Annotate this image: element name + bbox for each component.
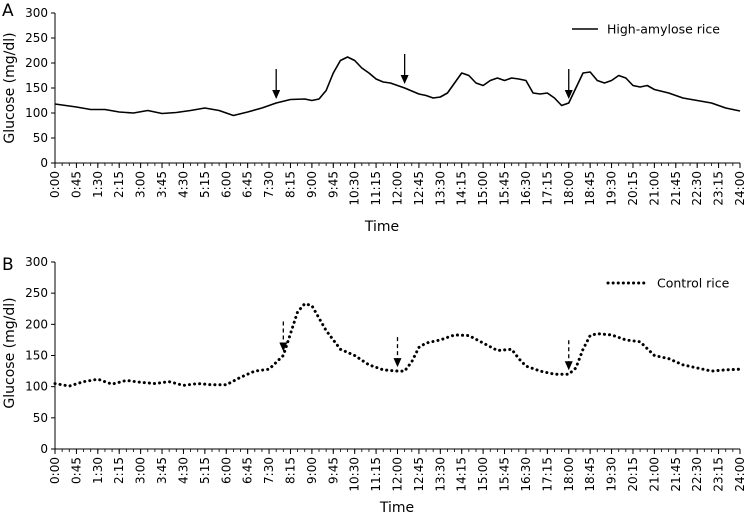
x-tick-label: 21:00 [647,457,661,492]
x-tick-label: 2:15 [112,171,126,198]
x-tick-label: 0:00 [48,457,62,484]
x-tick-label: 3:00 [134,457,148,484]
x-tick-label: 15:45 [498,171,512,206]
x-tick-label: 0:00 [48,171,62,198]
y-tick-label: 200 [25,317,48,331]
legend-label: Control rice [657,276,730,291]
x-tick-label: 14:15 [455,171,469,206]
x-tick-label: 6:45 [241,171,255,198]
x-tick-label: 13:30 [433,457,447,492]
x-tick-label: 0:45 [69,457,83,484]
panel-letter: A [2,1,14,21]
x-tick-label: 21:45 [669,457,683,492]
meal-arrow-head [400,75,409,84]
x-tick-label: 0:45 [69,171,83,198]
meal-arrow-head [272,90,281,99]
x-tick-label: 19:30 [605,457,619,492]
x-tick-label: 7:30 [262,171,276,198]
x-tick-label: 9:00 [305,457,319,484]
y-tick-label: 300 [25,255,48,269]
x-tick-label: 3:45 [155,457,169,484]
meal-arrow-head [279,342,288,352]
y-tick-label: 250 [25,286,48,300]
x-tick-label: 24:00 [733,171,745,206]
x-tick-label: 6:00 [219,171,233,198]
x-tick-label: 23:15 [712,171,726,206]
panel-b: B Glucose (mg/dl) Time 0 50 100 150 200 250 30… [2,255,745,515]
x-tick-label: 16:30 [519,457,533,492]
meal-arrow-head [564,361,573,371]
y-tick-label: 250 [25,31,48,45]
x-tick-label: 12:45 [412,457,426,492]
x-tick-label: 7:30 [262,457,276,484]
y-tick-label: 150 [25,81,48,95]
x-tick-label: 6:45 [241,457,255,484]
x-tick-label: 13:30 [433,171,447,206]
x-tick-label: 1:30 [91,457,105,484]
x-tick-label: 1:30 [91,171,105,198]
y-tick-label: 0 [40,156,48,170]
y-axis-title: Glucose (mg/dl) [2,32,18,143]
x-tick-label: 18:45 [583,171,597,206]
x-tick-label: 16:30 [519,171,533,206]
panel-a: A Glucose (mg/dl) Time 0 50 100 150 200 250 30… [2,1,745,235]
x-tick-label: 17:15 [540,457,554,492]
x-tick-label: 20:15 [626,171,640,206]
x-tick-label: 3:45 [155,171,169,198]
panel-letter: B [2,255,14,275]
series-line [53,302,742,388]
y-tick-label: 150 [25,349,48,363]
meal-arrow-head [564,90,573,99]
x-tick-label: 4:30 [176,171,190,198]
y-tick-label: 200 [25,56,48,70]
x-tick-label: 5:15 [198,457,212,484]
x-tick-label: 2:15 [112,457,126,484]
x-tick-label: 21:45 [669,171,683,206]
series-line [54,56,741,117]
x-tick-label: 18:00 [562,457,576,492]
x-tick-label: 19:30 [605,171,619,206]
x-tick-label: 5:15 [198,171,212,198]
x-tick-label: 8:15 [283,457,297,484]
meal-arrow-head [393,358,402,368]
x-tick-label: 9:00 [305,171,319,198]
x-tick-label: 4:30 [176,457,190,484]
x-tick-label: 24:00 [733,457,745,492]
x-axis-title: Time [364,219,399,235]
x-tick-label: 18:45 [583,457,597,492]
x-tick-label: 17:15 [540,171,554,206]
y-tick-label: 50 [33,411,48,425]
x-tick-label: 12:00 [391,171,405,206]
x-tick-label: 6:00 [219,457,233,484]
y-tick-label: 0 [40,442,48,456]
x-tick-label: 8:15 [283,171,297,198]
x-axis-title: Time [379,500,414,515]
x-tick-label: 9:45 [326,171,340,198]
x-tick-label: 22:30 [690,457,704,492]
x-tick-label: 9:45 [326,457,340,484]
x-tick-label: 21:00 [647,171,661,206]
x-tick-label: 12:45 [412,171,426,206]
x-tick-label: 10:30 [348,171,362,206]
x-tick-label: 15:00 [476,457,490,492]
x-tick-label: 22:30 [690,171,704,206]
x-tick-label: 18:00 [562,171,576,206]
x-tick-label: 15:45 [498,457,512,492]
x-tick-label: 11:15 [369,171,383,206]
y-axis-title: Glucose (mg/dl) [2,297,18,408]
x-tick-label: 10:30 [348,457,362,492]
y-tick-label: 100 [25,106,48,120]
x-tick-label: 14:15 [455,457,469,492]
y-tick-label: 50 [33,131,48,145]
x-tick-label: 12:00 [391,457,405,492]
x-tick-label: 15:00 [476,171,490,206]
x-tick-label: 20:15 [626,457,640,492]
x-tick-label: 3:00 [134,171,148,198]
y-tick-label: 300 [25,6,48,20]
x-tick-label: 23:15 [712,457,726,492]
legend-label: High-amylose rice [607,22,720,37]
x-tick-label: 11:15 [369,457,383,492]
y-tick-label: 100 [25,380,48,394]
